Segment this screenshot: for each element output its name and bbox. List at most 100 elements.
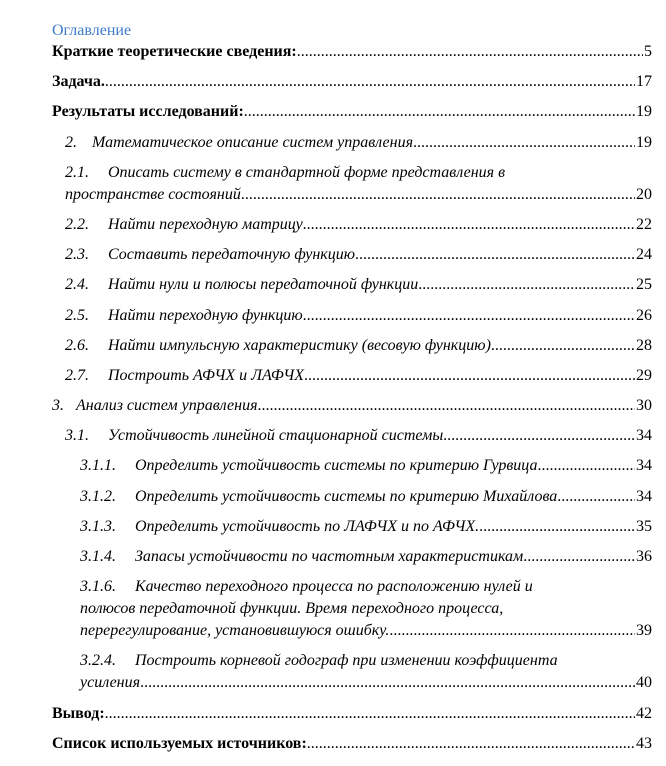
toc-entry-number: 3.1.2.	[80, 487, 116, 505]
toc-page-number[interactable]: 17	[636, 73, 652, 91]
toc-entry-title[interactable]: Найти переходную функцию	[108, 306, 303, 324]
toc-entry-title[interactable]: Запасы устойчивости по частотным характе…	[135, 548, 524, 565]
toc-entry[interactable]: 3.1. Устойчивость линейной стационарной с…	[0, 425, 666, 447]
dot-leader: ........................................…	[240, 185, 635, 203]
toc-entry-title[interactable]: Составить передаточную функцию	[108, 246, 356, 264]
toc-entry-title[interactable]: Определить устойчивость системы по крите…	[135, 457, 538, 475]
toc-page-number[interactable]: 40	[636, 674, 652, 692]
dot-leader: ........................................…	[304, 366, 635, 384]
toc-entry-title[interactable]: Устойчивость линейной стационарной систе…	[108, 427, 444, 445]
toc-entry-title[interactable]: Определить устойчивость системы по крите…	[135, 487, 558, 505]
dot-leader: ........................................…	[302, 306, 635, 324]
toc-entry[interactable]: 3.1.6. Качество переходного процесса по р…	[0, 576, 666, 642]
toc-entry-title[interactable]: Анализ систем управления	[76, 397, 258, 415]
toc-entry-number: 2.1.	[65, 163, 89, 181]
toc-page-number[interactable]: 28	[636, 336, 652, 354]
toc-entry[interactable]: Вывод:..................................…	[0, 703, 666, 725]
toc-page-number[interactable]: 39	[636, 622, 652, 640]
toc-page-number[interactable]: 20	[636, 185, 652, 203]
toc-entry-title[interactable]: Построить АФЧХ и ЛАФЧХ	[108, 366, 305, 384]
toc-entry[interactable]: 2.5. Найти переходную функцию ...........…	[0, 305, 666, 327]
dot-leader: ........................................…	[355, 246, 635, 264]
dot-leader: ........................................…	[537, 457, 636, 475]
toc-entry-title[interactable]: перерегулирование, установившуюся ошибку…	[80, 622, 390, 640]
toc-entry[interactable]: Результаты исследований: ...............…	[0, 101, 666, 123]
dot-leader: ........................................…	[257, 397, 636, 415]
toc-entry-number: 2.7.	[65, 366, 89, 384]
toc-entry[interactable]: 2.1. Описать систему в стандартной форме …	[0, 162, 666, 206]
toc-entry-title[interactable]: Построить корневой годограф при изменени…	[135, 652, 558, 670]
toc-entry-number: 3.	[52, 397, 64, 415]
toc-entry-title[interactable]: Найти нули и полюсы передаточной функции	[108, 276, 419, 294]
toc-entry[interactable]: Краткие теоретические сведения: ........…	[0, 41, 666, 63]
toc-entry-number: 2.	[65, 133, 77, 151]
dot-leader: ........................................…	[104, 73, 635, 91]
toc-page-number[interactable]: 34	[636, 427, 652, 445]
toc-entry-title[interactable]: Описать систему в стандартной форме пред…	[108, 163, 506, 181]
toc-entry-title[interactable]: Результаты исследований:	[52, 103, 244, 121]
toc-entry-number: 2.5.	[65, 306, 89, 324]
table-of-contents: Краткие теоретические сведения: ........…	[0, 41, 666, 763]
dot-leader: ........................................…	[302, 215, 635, 233]
toc-page-number[interactable]: 22	[636, 215, 652, 233]
toc-entry-number: 2.3.	[65, 246, 89, 264]
dot-leader: ........................................…	[243, 103, 635, 121]
toc-entry-title[interactable]: Определить устойчивость по ЛАФЧХ и по АФ…	[135, 517, 480, 535]
toc-page-number[interactable]: 29	[636, 366, 652, 384]
toc-entry-number: 3.2.4.	[80, 652, 116, 670]
toc-entry[interactable]: 3.1.1. Определить устойчивость системы по…	[0, 455, 666, 477]
toc-entry[interactable]: 3. Анализ систем управления .............…	[0, 395, 666, 417]
dot-leader: ........................................…	[523, 548, 635, 565]
toc-entry-number: 3.1.1.	[80, 457, 116, 475]
toc-entry-number: 3.1.	[65, 427, 89, 445]
toc-entry-title[interactable]: Найти переходную матрицу	[108, 215, 303, 233]
dot-leader: ........................................…	[413, 133, 635, 151]
dot-leader: ........................................…	[296, 43, 643, 60]
toc-entry-title[interactable]: усиления	[80, 674, 141, 692]
toc-entry-number: 3.1.3.	[80, 517, 116, 535]
toc-entry[interactable]: 3.1.4. Запасы устойчивости по частотным х…	[0, 546, 666, 568]
toc-entry[interactable]: 2.6. Найти импульсную характеристику (вес…	[0, 335, 666, 357]
toc-entry-title[interactable]: Задача.	[52, 73, 105, 91]
toc-entry-number: 3.1.6.	[80, 578, 116, 596]
toc-page-number[interactable]: 19	[636, 103, 652, 121]
toc-entry-title[interactable]: Найти импульсную характеристику (весовую…	[108, 336, 491, 354]
toc-page-number[interactable]: 30	[636, 397, 652, 415]
toc-entry-title[interactable]: Краткие теоретические сведения:	[52, 43, 297, 60]
toc-entry[interactable]: 2. Математическое описание систем управле…	[0, 132, 666, 154]
toc-entry[interactable]: Список используемых источников: ........…	[0, 733, 666, 755]
toc-page-number[interactable]: 42	[636, 704, 652, 722]
dot-leader: ........................................…	[490, 336, 635, 354]
toc-page-number[interactable]: 5	[644, 43, 652, 60]
toc-entry-title[interactable]: Список используемых источников:	[52, 734, 307, 752]
toc-entry[interactable]: 3.1.3. Определить устойчивость по ЛАФЧХ и…	[0, 516, 666, 538]
dot-leader: ........................................…	[479, 517, 635, 535]
toc-entry[interactable]: Задача..................................…	[0, 71, 666, 93]
toc-entry[interactable]: 2.4. Найти нули и полюсы передаточной фун…	[0, 274, 666, 296]
toc-page-number[interactable]: 36	[636, 548, 652, 565]
toc-entry-number: 2.4.	[65, 276, 89, 294]
toc-entry[interactable]: 2.3. Составить передаточную функцию .....…	[0, 244, 666, 266]
toc-page-number[interactable]: 34	[636, 487, 652, 505]
toc-entry[interactable]: 2.2. Найти переходную матрицу ...........…	[0, 214, 666, 236]
toc-entry-title[interactable]: полюсов передаточной функции. Время пере…	[80, 600, 504, 618]
toc-page-number[interactable]: 26	[636, 306, 652, 324]
toc-page-number[interactable]: 34	[636, 457, 652, 475]
toc-entry-title[interactable]: Качество переходного процесса по располо…	[135, 578, 533, 596]
dot-leader: ........................................…	[104, 704, 635, 722]
toc-entry-number: 2.6.	[65, 336, 89, 354]
toc-heading: Оглавление	[52, 22, 132, 39]
toc-entry-title[interactable]: Вывод:	[52, 704, 105, 722]
toc-page-number[interactable]: 35	[636, 517, 652, 535]
toc-entry[interactable]: 3.1.2. Определить устойчивость системы по…	[0, 486, 666, 508]
toc-page-number[interactable]: 24	[636, 246, 652, 264]
toc-entry-title[interactable]: Математическое описание систем управлени…	[92, 133, 414, 151]
dot-leader: ........................................…	[389, 622, 635, 640]
toc-entry[interactable]: 3.2.4. Построить корневой годограф при из…	[0, 650, 666, 694]
toc-page-number[interactable]: 19	[636, 133, 652, 151]
dot-leader: ........................................…	[418, 276, 635, 294]
toc-page-number[interactable]: 43	[636, 734, 652, 752]
toc-entry[interactable]: 2.7. Построить АФЧХ и ЛАФЧХ .............…	[0, 365, 666, 387]
toc-page-number[interactable]: 25	[636, 276, 652, 294]
toc-entry-title[interactable]: пространстве состояний	[65, 185, 241, 203]
